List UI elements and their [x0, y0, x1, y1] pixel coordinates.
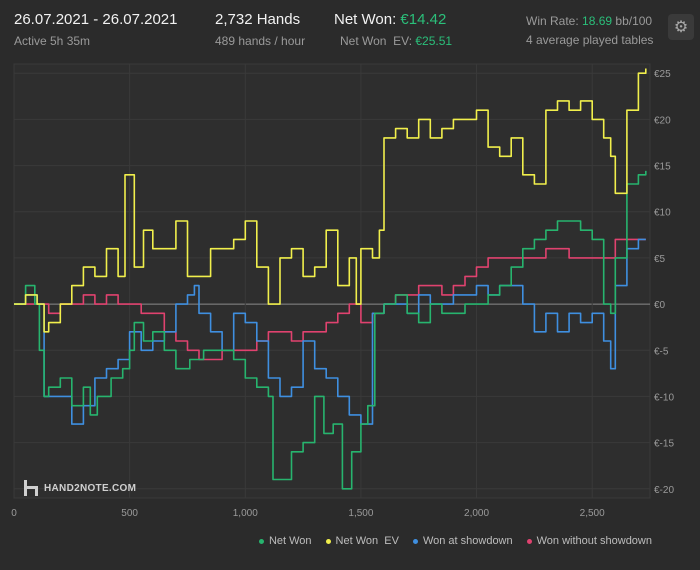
win-rate: Win Rate: 18.69 bb/100 — [526, 14, 652, 28]
series-line-net-won-ev — [14, 68, 647, 333]
legend-marker — [258, 538, 264, 544]
win-rate-value: 18.69 — [582, 14, 613, 28]
y-tick-label: €10 — [654, 208, 671, 219]
series-line-net-won — [14, 170, 647, 490]
legend-item-net-won-ev[interactable]: Net Won EV — [325, 535, 399, 547]
plot-area — [13, 63, 651, 499]
active-time: Active 5h 35m — [14, 34, 91, 48]
x-tick-label: 2,500 — [580, 508, 605, 519]
x-tick-label: 0 — [11, 508, 17, 519]
net-won-ev: Net Won EV: €25.51 — [340, 34, 452, 48]
legend-item-won-at-showdown[interactable]: Won at showdown — [412, 535, 513, 547]
y-tick-label: €20 — [654, 115, 671, 126]
legend-marker — [325, 538, 331, 544]
date-range: 26.07.2021 - 26.07.2021 — [14, 11, 178, 28]
hands-count: 2,732 Hands — [215, 11, 301, 28]
hands-per-hour: 489 hands / hour — [215, 34, 306, 48]
y-tick-label: €-15 — [654, 439, 674, 450]
y-tick-label: €15 — [654, 162, 671, 173]
legend-item-won-without-showdown[interactable]: Won without showdown — [526, 535, 652, 547]
legend-marker — [412, 538, 418, 544]
net-won-label: Net Won: — [334, 11, 397, 28]
y-tick-label: €5 — [654, 254, 666, 265]
logo-icon — [24, 480, 38, 496]
y-tick-label: €25 — [654, 69, 671, 80]
gear-icon[interactable]: ⚙ — [668, 14, 694, 40]
win-rate-label: Win Rate: — [526, 14, 579, 28]
x-tick-label: 500 — [121, 508, 138, 519]
legend-label: Won without showdown — [536, 535, 652, 547]
y-tick-label: €-5 — [654, 346, 669, 357]
x-tick-label: 2,000 — [464, 508, 489, 519]
stats-header: 26.07.2021 - 26.07.2021 Active 5h 35m 2,… — [0, 0, 700, 58]
legend-label: Won at showdown — [422, 535, 513, 547]
x-tick-label: 1,000 — [233, 508, 258, 519]
net-won-value: €14.42 — [400, 11, 447, 28]
series-line-won-without-showdown — [14, 238, 646, 361]
legend-item-net-won[interactable]: Net Won — [258, 535, 312, 547]
net-won-ev-label: Net Won EV: — [340, 34, 413, 48]
win-rate-unit: bb/100 — [615, 14, 653, 28]
average-tables: 4 average played tables — [526, 33, 654, 47]
x-tick-label: 1,500 — [348, 508, 373, 519]
legend-marker — [526, 538, 532, 544]
y-tick-label: €0 — [654, 300, 666, 311]
hand2note-logo: HAND2NOTE.COM — [24, 480, 136, 496]
net-won: Net Won: €14.42 — [334, 11, 446, 28]
legend-label: Net Won EV — [335, 535, 399, 547]
y-tick-label: €-20 — [654, 485, 674, 496]
y-tick-label: €-10 — [654, 392, 674, 403]
chart-legend: Net Won Net Won EV Won at showdown Won w… — [258, 535, 652, 547]
legend-label: Net Won — [268, 535, 312, 547]
logo-text: HAND2NOTE.COM — [44, 482, 137, 494]
profit-chart: €25 €20 €15 €10 €5 €0 €-5 €-10 €-15 €-20 0 500 1,000… — [11, 63, 674, 519]
net-won-ev-value: €25.51 — [415, 34, 453, 48]
